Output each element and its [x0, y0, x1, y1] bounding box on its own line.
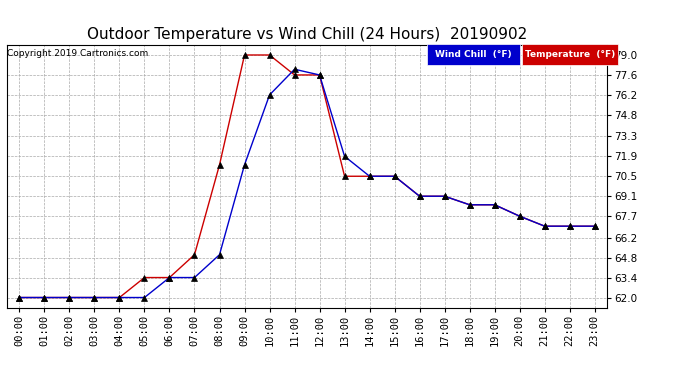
- Text: Temperature  (°F): Temperature (°F): [525, 50, 615, 59]
- Text: Copyright 2019 Cartronics.com: Copyright 2019 Cartronics.com: [7, 49, 148, 58]
- Title: Outdoor Temperature vs Wind Chill (24 Hours)  20190902: Outdoor Temperature vs Wind Chill (24 Ho…: [87, 27, 527, 42]
- Text: Wind Chill  (°F): Wind Chill (°F): [435, 50, 512, 59]
